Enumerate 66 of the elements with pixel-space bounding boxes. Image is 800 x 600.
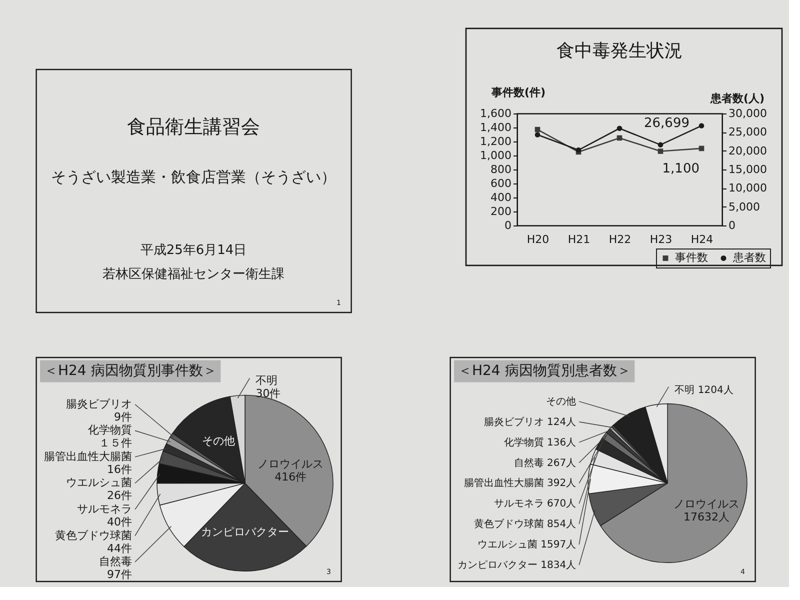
slice-label: 自然毒 267人 <box>514 456 576 469</box>
legend-label: 患者数 <box>732 251 766 264</box>
slice-label: ノロウイルス <box>258 458 324 471</box>
data-label: 26件 <box>107 489 132 502</box>
slice-label: ノロウイルス <box>674 498 740 511</box>
data-label: 97件 <box>107 568 132 582</box>
y2-tick-label: 0 <box>728 218 736 232</box>
y2-tick-label: 30,000 <box>728 106 767 120</box>
y2-tick-label: 10,000 <box>728 182 767 195</box>
y2-tick-label: 5,000 <box>728 200 760 214</box>
data-label: 44件 <box>107 542 132 555</box>
text: 食品衛生講習会 <box>127 116 260 138</box>
legend-label: 事件数 <box>675 251 708 264</box>
slice-label: カンピロバクター 1834人 <box>457 560 576 571</box>
y2-axis-title: 患者数(人) <box>709 92 764 105</box>
y-tick-label: 1,000 <box>480 148 512 162</box>
data-label: 17632人 <box>684 510 730 524</box>
data-label: 16件 <box>107 462 132 476</box>
slice-label: 不明 1204人 <box>674 384 734 396</box>
chart-title: ＜H24 病因物質別事件数＞ <box>44 363 217 380</box>
y-tick-label: 200 <box>490 204 512 218</box>
y-tick-label: 400 <box>490 190 512 204</box>
slice-label: サルモネラ 670人 <box>494 498 576 510</box>
y-tick-label: 0 <box>504 218 512 232</box>
text: 平成25年6月14日 <box>140 243 247 258</box>
data-label: １５件 <box>99 436 132 450</box>
data-label: 26,699 <box>644 116 690 131</box>
data-label: 9件 <box>114 410 132 424</box>
text: 若林区保健福祉センター衛生課 <box>102 267 284 282</box>
data-label: 416件 <box>274 470 307 484</box>
x-tick-label: H24 <box>690 232 714 246</box>
y-tick-label: 1,400 <box>480 120 512 134</box>
slice-label: 不明 <box>256 374 278 388</box>
slice-label: ウエルシュ菌 <box>66 476 132 490</box>
y-tick-label: 1,200 <box>480 134 512 148</box>
slice-label: その他 <box>546 395 576 408</box>
chart-title: ＜H24 病因物質別患者数＞ <box>458 363 631 380</box>
text: そうざい製造業・飲食店営業（そうざい） <box>51 168 336 186</box>
y2-tick-label: 25,000 <box>728 126 767 139</box>
x-tick-label: H22 <box>608 232 632 246</box>
x-tick-label: H20 <box>526 232 550 246</box>
slice-label: カンピロバクター <box>201 525 290 538</box>
slice-label: 腸管出血性大腸菌 <box>44 450 132 463</box>
y-tick-label: 1,600 <box>480 106 512 120</box>
slice-label: ウエルシュ菌 1597人 <box>477 538 576 551</box>
slice-label: 化学物質 136人 <box>504 436 576 448</box>
slice-label: 黄色ブドウ球菌 854人 <box>474 518 576 530</box>
data-label: 30件 <box>256 387 281 400</box>
data-label: 1,100 <box>662 161 700 176</box>
y2-tick-label: 15,000 <box>728 162 767 176</box>
slice-label: 腸炎ビブリオ <box>66 397 132 410</box>
y2-tick-label: 20,000 <box>728 144 767 158</box>
slice-label: 腸炎ビブリオ 124人 <box>484 416 576 428</box>
chart-title: 食中毒発生状況 <box>556 40 682 62</box>
y-axis-title: 事件数(件) <box>490 86 546 99</box>
slice-label: その他 <box>202 434 235 448</box>
x-tick-label: H21 <box>568 232 590 246</box>
data-label: 40件 <box>107 515 132 528</box>
slice-label: 黄色ブドウ球菌 <box>55 528 132 542</box>
y-tick-label: 800 <box>490 162 512 176</box>
slice-label: 自然毒 <box>99 555 132 568</box>
y-tick-label: 600 <box>490 176 512 190</box>
slice-label: 腸管出血性大腸菌 392人 <box>464 477 576 490</box>
x-tick-label: H23 <box>650 232 672 246</box>
slice-label: サルモネラ <box>77 502 132 516</box>
slice-label: 化学物質 <box>88 424 132 437</box>
